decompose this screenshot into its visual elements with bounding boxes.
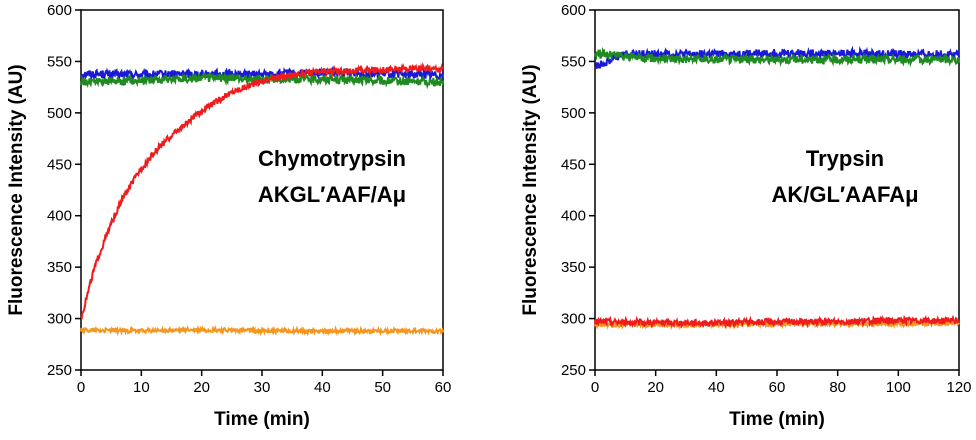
x-tick-label: 30 xyxy=(254,379,271,396)
y-tick-label: 600 xyxy=(561,2,586,19)
substrate-label: AK/GL′AAFAμ xyxy=(771,182,918,207)
x-axis-title: Time (min) xyxy=(729,409,825,430)
substrate-label: AKGL′AAF/Aμ xyxy=(258,182,406,207)
series-line-2 xyxy=(80,61,444,320)
series-line-1 xyxy=(594,46,960,68)
series-line-3 xyxy=(594,314,960,330)
x-tick-label: 20 xyxy=(193,379,210,396)
y-tick-label: 450 xyxy=(561,156,586,173)
y-tick-label: 500 xyxy=(47,105,72,122)
y-tick-label: 550 xyxy=(561,53,586,70)
chart-trypsin: 0 20 40 60 80 100 120250300350400450500550600 … xyxy=(520,2,972,430)
y-tick-label: 450 xyxy=(47,156,72,173)
series-layer xyxy=(80,61,444,337)
x-tick-label: 50 xyxy=(374,379,391,396)
x-tick-label: 120 xyxy=(946,379,971,396)
y-tick-label: 600 xyxy=(47,2,72,19)
y-axis-title: Fluorescence Intensity (AU) xyxy=(6,64,27,315)
y-tick-label: 300 xyxy=(561,311,586,328)
x-tick-label: 40 xyxy=(708,379,725,396)
x-tick-label: 40 xyxy=(314,379,331,396)
enzyme-label: Trypsin xyxy=(806,146,884,171)
x-tick-label: 60 xyxy=(769,379,786,396)
x-tick-label: 60 xyxy=(435,379,452,396)
x-tick-label: 0 xyxy=(77,379,85,396)
y-tick-label: 250 xyxy=(47,362,72,379)
chart-chymotrypsin: 0 10 20 30 40 50 60 250 300 350 400 450 500 550 600 Ti… xyxy=(6,2,451,430)
ticks-layer: 0 20 40 60 80 100 120 250 300 350 400 450 500 550 600 xyxy=(561,2,972,396)
series-line-1 xyxy=(80,71,444,90)
y-tick-label: 400 xyxy=(47,208,72,225)
y-axis-title: Fluorescence Intensity (AU) xyxy=(520,64,541,315)
y-tick-label: 300 xyxy=(47,311,72,328)
y-tick-label: 400 xyxy=(561,208,586,225)
series-line-3 xyxy=(80,324,444,337)
enzyme-label: Chymotrypsin xyxy=(258,146,406,171)
x-tick-label: 80 xyxy=(829,379,846,396)
x-axis-title: Time (min) xyxy=(214,409,310,430)
y-tick-label: 550 xyxy=(47,53,72,70)
x-tick-label: 100 xyxy=(886,379,911,396)
x-tick-label: 0 xyxy=(591,379,599,396)
x-tick-label: 10 xyxy=(133,379,150,396)
series-layer xyxy=(594,45,960,331)
x-tick-label: 20 xyxy=(647,379,664,396)
ticks-layer: 0 10 20 30 40 50 60 250 300 350 400 450 500 550 600 xyxy=(47,2,451,396)
y-tick-label: 250 xyxy=(561,362,586,379)
y-tick-label: 500 xyxy=(561,105,586,122)
y-tick-label: 350 xyxy=(561,259,586,276)
y-tick-label: 350 xyxy=(47,259,72,276)
